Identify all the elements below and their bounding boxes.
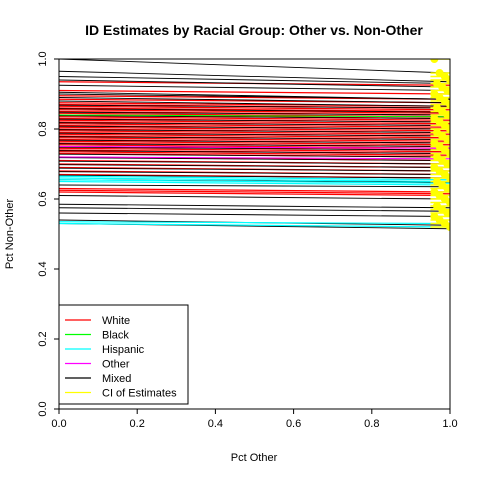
mixed-line [59,136,450,140]
y-tick-label: 1.0 [37,51,49,66]
white-line [59,89,450,95]
white-line [59,109,450,114]
mixed-line [59,164,450,168]
x-tick-label: 1.0 [442,418,457,430]
hispanic-line [59,175,450,181]
y-tick-label: 0.6 [37,191,49,206]
legend-label: White [102,315,130,327]
y-axis: 0.0 0.2 0.4 0.6 0.8 1.0 [37,51,59,417]
mixed-line [59,184,450,188]
mixed-line [59,122,450,126]
white-line [59,147,450,153]
ci-points [430,59,450,231]
mixed-line [59,143,450,147]
mixed-line [59,70,450,83]
x-tick-label: 0.8 [364,418,379,430]
mixed-line [59,59,450,74]
mixed-line [59,212,450,217]
black-line [59,114,450,118]
x-axis: 0.0 0.2 0.4 0.6 0.8 1.0 [51,409,458,430]
y-axis-label: Pct Non-Other [4,199,16,270]
mixed-line [59,108,450,113]
white-line [59,140,450,146]
white-line [59,189,450,195]
other-line [59,146,450,149]
white-line [59,151,450,156]
mixed-line [59,157,450,161]
hispanic-line [59,180,450,186]
legend-label: Black [102,329,129,341]
white-line [59,126,450,132]
white-line [59,133,450,139]
white-line [59,116,450,121]
x-tick-label: 0.2 [130,418,145,430]
mixed-line [59,111,450,116]
ci-point [430,59,439,63]
mixed-line [59,160,450,165]
y-tick-label: 0.8 [37,121,49,136]
mixed-line [59,195,450,200]
mixed-line [59,153,450,158]
legend-label: Hispanic [102,344,145,356]
legend-label: Mixed [102,373,131,385]
mixed-line [59,207,450,212]
mixed-line [59,118,450,123]
tomography-lines [59,59,450,230]
mixed-line [59,203,450,209]
mixed-line [59,171,450,175]
white-line [59,187,450,193]
hispanic-line [59,177,450,183]
white-line [59,191,450,197]
y-tick-label: 0.2 [37,331,49,346]
x-tick-label: 0.4 [208,418,223,430]
white-line [59,137,450,142]
hispanic-line [59,179,450,184]
x-tick-label: 0.6 [286,418,301,430]
mixed-line [59,93,450,100]
white-line [59,105,450,111]
plot-frame [58,58,451,410]
mixed-line [59,174,450,179]
legend-box [58,304,189,405]
y-tick-label: 0.4 [37,261,49,276]
white-line [59,130,450,135]
mixed-line [59,125,450,130]
chart-title: ID Estimates by Racial Group: Other vs. … [85,22,423,38]
mixed-line [59,104,450,109]
legend-label: Other [102,358,130,370]
other-line [59,156,450,160]
hispanic-line [59,221,450,225]
mixed-line [59,139,450,144]
plot-area [59,59,450,231]
mixed-line [59,129,450,133]
mixed-line [59,115,450,119]
mixed-line [59,132,450,137]
mixed-line [59,97,450,104]
mixed-line [59,76,450,84]
legend-label: CI of Estimates [102,387,177,399]
legend: White Black Hispanic Other Mixed CI of Estima… [58,304,189,405]
white-line [59,107,450,113]
mixed-line [59,167,450,172]
white-line [59,119,450,125]
mixed-line [59,150,450,154]
mixed-line [59,84,450,91]
mixed-line [59,100,450,107]
x-axis-label: Pct Other [231,452,278,464]
x-tick-label: 0.0 [51,418,66,430]
mixed-line [59,79,450,88]
mixed-line [59,146,450,151]
white-line [59,123,450,128]
hispanic-line [59,222,450,228]
y-tick-label: 0.0 [37,401,49,416]
